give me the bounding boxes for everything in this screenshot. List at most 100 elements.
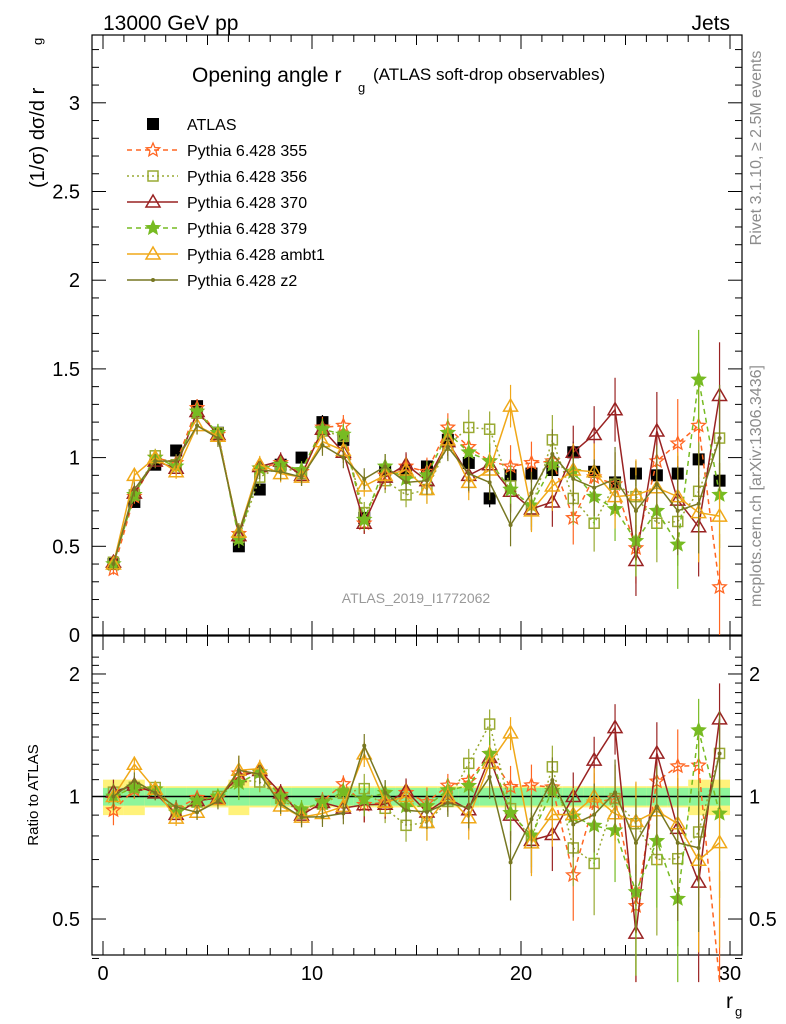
data-point: [483, 423, 496, 435]
legend-marker: [144, 219, 162, 236]
data-point: [126, 466, 143, 482]
ratio-x-tick-label: 20: [510, 963, 532, 985]
plot-title: Opening angle r g (ATLAS soft-drop obser…: [192, 64, 605, 95]
data-point: [356, 511, 373, 527]
ratio-point: [544, 806, 561, 821]
ratio-point: [188, 792, 206, 808]
ratio-point: [236, 768, 241, 773]
ratio-point: [463, 757, 475, 770]
series-line: [112, 424, 721, 565]
title-rest: (ATLAS soft-drop observables): [373, 65, 605, 84]
series-ratio-line: [113, 730, 721, 900]
data-point: [487, 480, 492, 485]
legend-label: Pythia 6.428 ambt1: [187, 247, 325, 264]
series-line: [112, 406, 721, 588]
data-point: [362, 476, 367, 481]
legend-label: Pythia 6.428 379: [187, 221, 307, 238]
data-point: [463, 421, 475, 434]
mcplots-label: mcplots.cern.ch [arXiv:1306.3436]: [748, 365, 765, 607]
rivet-version-label: Rivet 3.1.10, ≥ 2.5M events: [748, 51, 765, 246]
ratio-point: [696, 845, 701, 850]
xlabel: r: [726, 990, 733, 1013]
legend-label: Pythia 6.428 370: [187, 195, 307, 212]
data-point: [341, 455, 346, 460]
main-ylabel-sub: g: [30, 38, 45, 45]
main-y-tick-label: 2: [69, 270, 80, 292]
data-point: [585, 426, 603, 441]
ratio-point: [335, 782, 352, 799]
series-line: [112, 412, 721, 563]
ratio-point: [424, 810, 429, 815]
ratio-point: [111, 794, 116, 799]
ratio-point: [523, 776, 540, 793]
data-point: [278, 469, 283, 474]
main-y-tick-label: 2.5: [52, 182, 80, 204]
series-ratio-4: [105, 698, 728, 983]
ratio-y-tick-label-right: 0.5: [749, 909, 777, 931]
legend-label: Pythia 6.428 356: [187, 169, 307, 186]
ratio-point: [362, 743, 367, 748]
data-point: [571, 476, 576, 481]
data-point: [711, 507, 728, 522]
main-y-axis-label: (1/σ) dσ/d r g: [27, 38, 49, 188]
ratio-y-tick-label: 1: [69, 787, 80, 809]
data-point: [236, 530, 241, 535]
ratio-point: [585, 751, 603, 766]
ratio-point: [690, 756, 707, 773]
ratio-y-tick-label: 2: [69, 664, 80, 686]
ratio-point: [717, 751, 722, 756]
data-point: [502, 397, 519, 412]
data-point: [711, 578, 728, 595]
ratio-point: [132, 778, 137, 783]
ratio-point: [669, 757, 687, 774]
ratio-point: [299, 815, 304, 820]
ratio-plot-area: 0 10 20 30 0.5 0.5 1 1 2 2: [52, 635, 777, 985]
data-point: [696, 501, 701, 506]
ratio-point: [445, 801, 450, 806]
ratio-point: [606, 719, 624, 734]
data-point: [215, 436, 220, 441]
main-y-tick-label: 3: [69, 93, 80, 115]
x-axis-label: r g: [726, 990, 742, 1019]
ratio-point: [633, 840, 638, 845]
data-point: [170, 444, 183, 457]
legend-label: ATLAS: [187, 117, 237, 134]
legend-marker: [147, 170, 159, 182]
data-point: [460, 443, 477, 460]
data-point: [253, 483, 266, 496]
data-point: [606, 401, 624, 416]
ratio-point: [502, 804, 519, 820]
main-y-tick-label: 0: [69, 625, 80, 647]
data-point: [523, 502, 540, 517]
ratio-point: [550, 778, 555, 783]
legend: ATLAS Pythia 6.428 355 Pythia 6.428 356 Pyt…: [127, 117, 325, 290]
ratio-point: [502, 724, 519, 739]
data-point: [320, 443, 325, 448]
data-point: [445, 444, 450, 449]
ratio-point: [126, 755, 143, 771]
data-point: [132, 487, 137, 492]
data-point: [613, 476, 618, 481]
series-main-6: [111, 384, 722, 570]
ratio-point: [174, 805, 179, 810]
data-point: [508, 523, 513, 528]
series-ratio-6: [111, 711, 722, 932]
ratio-point: [571, 822, 576, 827]
title-main: Opening angle r: [192, 64, 341, 87]
data-point: [550, 452, 555, 457]
series-ratio-line: [112, 731, 721, 862]
header-energy: 13000 GeV pp: [103, 12, 238, 35]
legend-marker: [144, 245, 162, 260]
main-y-tick-label: 1.5: [52, 359, 80, 381]
data-point: [690, 370, 707, 387]
ratio-x-tick-label: 0: [97, 963, 108, 985]
series-ratio-line: [113, 722, 721, 865]
legend-marker: [147, 118, 159, 130]
main-plot-area: 0 0.5 1 1.5 2 2.5 3: [52, 34, 743, 647]
data-point: [529, 491, 534, 496]
legend-label: Pythia 6.428 z2: [187, 273, 297, 290]
main-y-tick-label: 1: [69, 448, 80, 470]
ratio-point: [341, 811, 346, 816]
legend-label: Pythia 6.428 355: [187, 143, 307, 160]
ratio-point: [376, 793, 394, 809]
